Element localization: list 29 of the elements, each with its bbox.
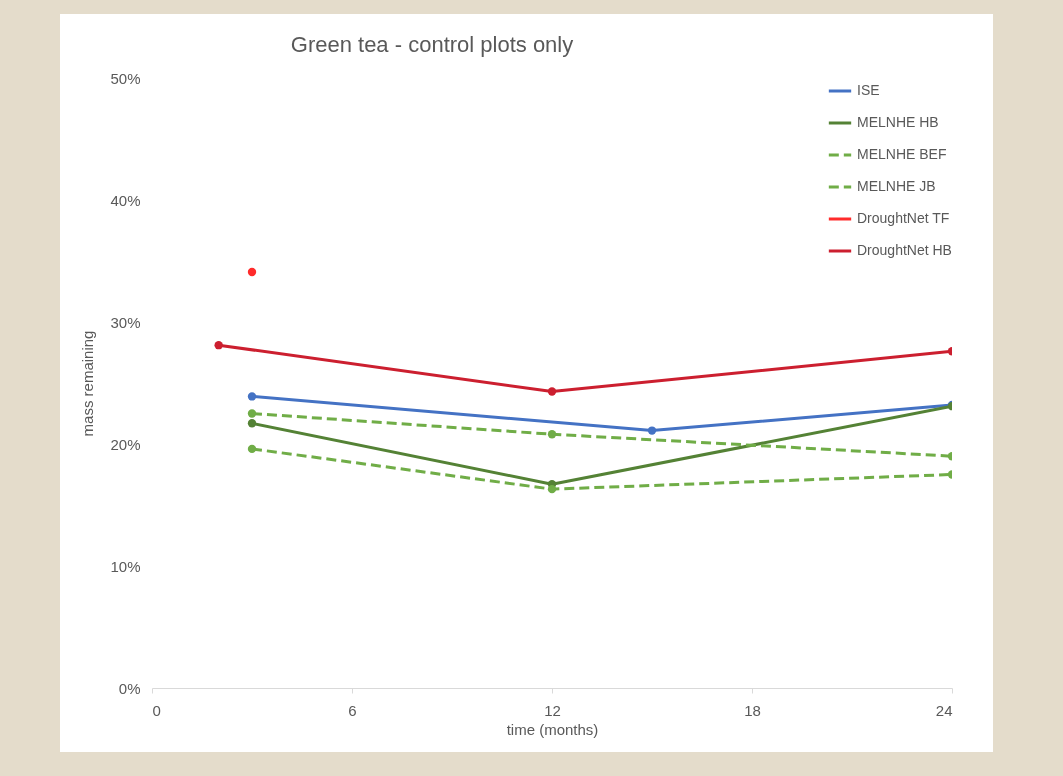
point bbox=[214, 341, 223, 350]
y-axis-title: mass remaining bbox=[79, 330, 97, 437]
point bbox=[547, 387, 557, 396]
y-tick-label: 30% bbox=[110, 313, 141, 331]
point bbox=[247, 409, 257, 418]
y-tick-label: 50% bbox=[110, 69, 141, 87]
x-tick-label: 18 bbox=[744, 701, 761, 719]
point bbox=[547, 430, 557, 439]
point bbox=[547, 484, 557, 494]
point bbox=[247, 419, 257, 428]
x-tick-label: 6 bbox=[348, 701, 357, 719]
chart-title: Green tea - control plots only bbox=[290, 32, 574, 57]
point bbox=[647, 426, 657, 435]
x-tick-label: 0 bbox=[152, 701, 161, 719]
legend-label: DroughtNet HB bbox=[857, 242, 952, 258]
x-tick-label: 24 bbox=[935, 701, 953, 719]
legend-label: MELNHE JB bbox=[857, 178, 936, 194]
legend-label: MELNHE BEF bbox=[857, 146, 947, 162]
y-tick-label: 0% bbox=[118, 679, 141, 697]
point bbox=[247, 444, 257, 454]
legend-label: MELNHE HB bbox=[857, 114, 939, 130]
point bbox=[247, 392, 257, 401]
legend-label: ISE bbox=[857, 82, 880, 98]
y-tick-label: 10% bbox=[110, 557, 141, 575]
y-tick-label: 40% bbox=[110, 191, 141, 209]
x-axis-title: time (months) bbox=[506, 720, 599, 738]
legend-label: DroughtNet TF bbox=[857, 210, 950, 226]
x-tick-label: 12 bbox=[544, 701, 561, 719]
y-tick-label: 20% bbox=[110, 435, 141, 453]
